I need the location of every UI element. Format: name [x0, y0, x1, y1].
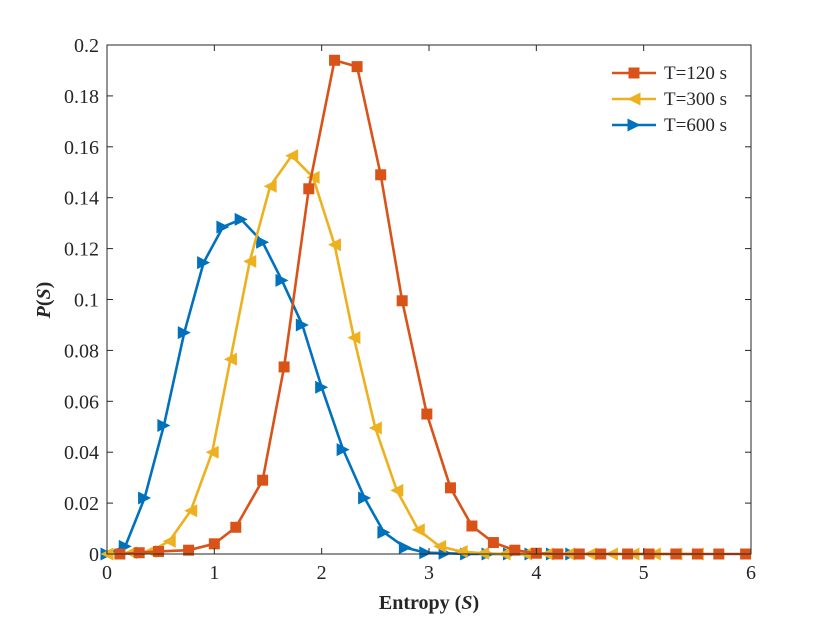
data-point	[444, 482, 456, 494]
data-point	[303, 183, 315, 195]
data-point	[197, 256, 211, 270]
data-point	[256, 235, 270, 249]
x-tick-label: 6	[746, 562, 756, 584]
data-point	[454, 544, 468, 558]
data-point	[390, 483, 404, 497]
data-point	[275, 273, 289, 287]
legend-entry: T=120 s	[612, 63, 727, 84]
y-tick-label: 0.04	[64, 442, 99, 464]
x-tick-label: 2	[317, 562, 327, 584]
data-point	[315, 380, 329, 394]
y-tick-label: 0.06	[64, 391, 99, 413]
y-tick-label: 0.12	[64, 239, 99, 261]
x-axis-title: Entropy (S)	[379, 592, 479, 614]
data-point	[433, 539, 447, 553]
data-point	[351, 61, 363, 73]
y-tick-label: 0.16	[64, 137, 99, 159]
data-point	[138, 491, 152, 505]
legend-entry: T=600 s	[612, 115, 727, 136]
tick-layer: 0 1 2 3 4 5 6 0 0.02 0.04 0.06 0.08 0.1 0.12 0.14 0.16 0…	[64, 35, 756, 584]
data-point	[243, 254, 257, 268]
series-line	[119, 58, 746, 556]
y-tick-label: 0.08	[64, 340, 99, 362]
x-tick-label: 5	[639, 562, 649, 584]
data-point	[157, 418, 171, 432]
data-point	[306, 170, 320, 184]
data-point	[183, 544, 195, 556]
data-point	[421, 408, 433, 420]
data-point	[257, 474, 269, 486]
data-point	[177, 326, 191, 340]
data-point	[398, 541, 412, 555]
data-point	[295, 318, 309, 332]
y-tick-label: 0.18	[64, 86, 99, 108]
data-point	[184, 504, 198, 518]
data-point	[153, 545, 165, 557]
data-point	[263, 179, 277, 193]
data-point	[509, 544, 521, 556]
y-tick-label: 0.02	[64, 493, 99, 515]
data-point	[336, 443, 350, 457]
legend-label: T=300 s	[664, 89, 727, 110]
y-tick-label: 0.14	[64, 188, 99, 210]
data-point	[377, 525, 391, 539]
data-point	[476, 546, 490, 560]
data-point	[230, 521, 242, 533]
data-point	[347, 331, 361, 345]
legend-entry: T=300 s	[612, 89, 727, 110]
data-point	[208, 538, 220, 550]
y-tick-label: 0.2	[74, 35, 99, 57]
legend-label: T=600 s	[664, 115, 727, 136]
y-tick-label: 0	[89, 544, 99, 566]
legend-marker	[627, 92, 641, 106]
data-point	[329, 54, 341, 66]
legend-marker	[627, 118, 641, 132]
data-point	[375, 169, 387, 181]
data-point	[278, 361, 290, 373]
series-0	[114, 54, 752, 560]
y-axis-title: P(S)	[33, 282, 55, 320]
data-point	[358, 491, 372, 505]
data-point	[285, 149, 299, 163]
legend: T=120 s T=300 s T=600 s	[612, 63, 727, 136]
data-point	[328, 238, 342, 252]
legend-marker	[628, 67, 640, 79]
data-point	[162, 534, 176, 548]
data-point	[223, 352, 237, 366]
data-point	[205, 445, 219, 459]
data-point	[466, 520, 478, 532]
data-point	[216, 220, 230, 234]
x-tick-label: 1	[209, 562, 219, 584]
data-point	[396, 295, 408, 307]
x-tick-label: 3	[424, 562, 434, 584]
data-point	[133, 547, 145, 559]
series-layer	[100, 54, 752, 561]
series-1	[100, 149, 704, 561]
x-tick-label: 0	[102, 562, 112, 584]
data-point	[234, 212, 248, 226]
data-point	[368, 421, 382, 435]
data-point	[419, 546, 433, 560]
data-point	[411, 523, 425, 537]
legend-label: T=120 s	[664, 63, 727, 84]
y-tick-label: 0.1	[74, 290, 99, 312]
x-tick-label: 4	[531, 562, 541, 584]
data-point	[487, 537, 499, 549]
